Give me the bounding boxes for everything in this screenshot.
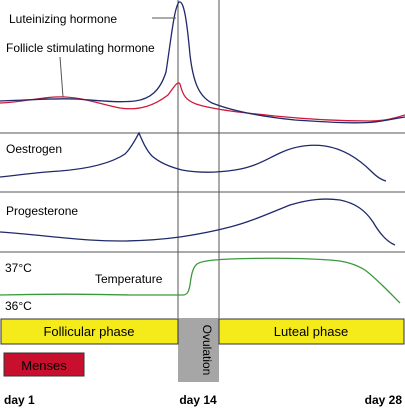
follicular-phase-bar [0, 318, 179, 345]
menses-box [3, 352, 85, 377]
lh-curve [0, 1, 405, 124]
menses-label: Menses [21, 358, 67, 373]
fsh-leader-line [59, 56, 64, 98]
oestrogen-label: Oestrogen [6, 142, 62, 156]
fsh-curve [0, 82, 405, 122]
luteal-phase-bar [218, 318, 405, 345]
follicular-phase-label: Follicular phase [43, 324, 134, 339]
temperature-curve [0, 257, 401, 304]
ovulation-label: Ovulation [200, 325, 214, 376]
oestrogen-curve [0, 131, 387, 182]
progesterone-label: Progesterone [6, 204, 78, 218]
temperature-low-label: 36°C [5, 299, 32, 313]
ovulation-band [178, 318, 219, 382]
lh-label: Luteinizing hormone [9, 12, 117, 26]
day-start-label: day 1 [4, 393, 35, 407]
luteal-phase-label: Luteal phase [274, 324, 348, 339]
day-end-label: day 28 [365, 393, 403, 407]
temperature-high-label: 37°C [5, 261, 32, 275]
temperature-label: Temperature [95, 272, 163, 286]
day-mid-label: day 14 [179, 393, 217, 407]
progesterone-curve [0, 198, 396, 246]
fsh-label: Follicle stimulating hormone [6, 41, 155, 55]
